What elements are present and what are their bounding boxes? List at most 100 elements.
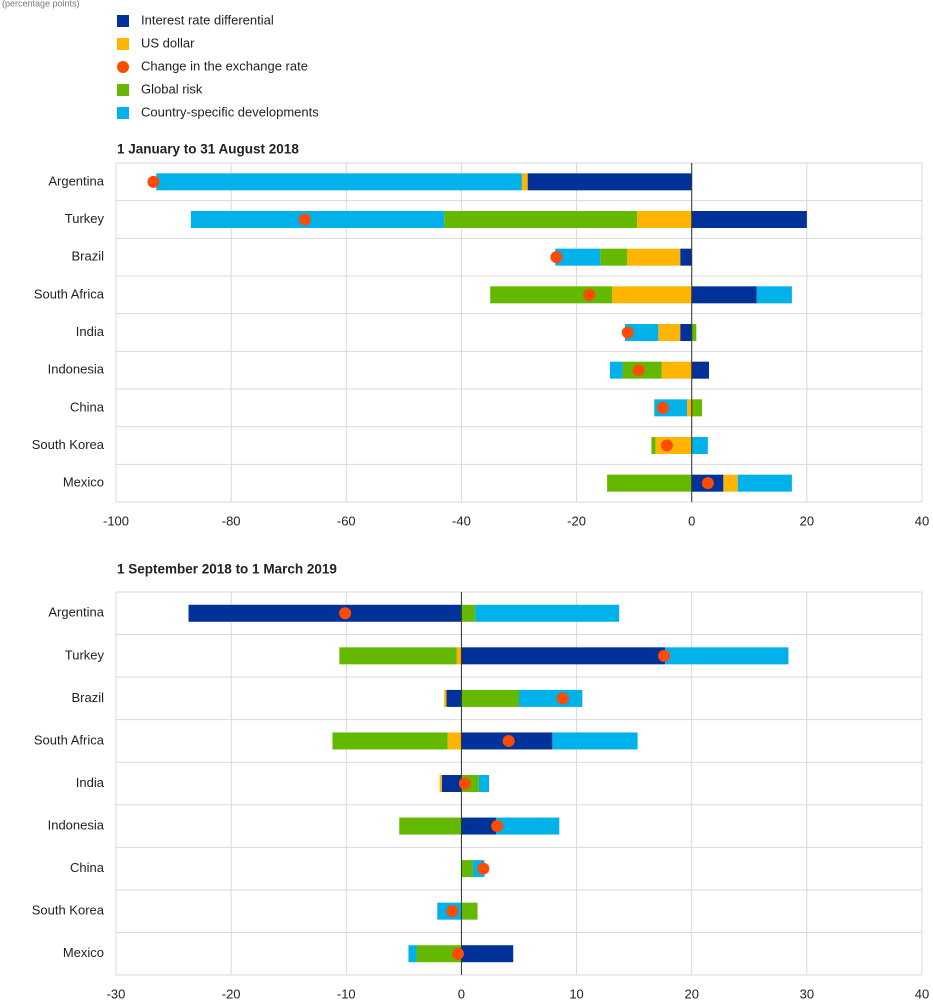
x-tick-label: 10 <box>569 986 583 1000</box>
x-tick-label: -20 <box>567 513 586 528</box>
bar-segment <box>555 248 601 266</box>
dot <box>477 862 490 875</box>
dot <box>701 477 714 490</box>
bar-segment <box>687 399 692 417</box>
bar-segment <box>661 361 692 379</box>
dot <box>656 401 669 414</box>
dot <box>621 326 634 339</box>
dot <box>550 251 563 264</box>
bar-segment <box>691 286 757 304</box>
dot <box>339 607 352 620</box>
bar-segment <box>490 286 613 304</box>
bar-segment <box>461 945 514 963</box>
bar-segment <box>691 361 709 379</box>
bar-segment <box>399 817 462 835</box>
legend-label: Change in the exchange rate <box>141 58 308 73</box>
bar-segment <box>416 945 462 963</box>
dot <box>147 175 160 188</box>
bar-segment <box>737 474 792 492</box>
dot <box>658 649 671 662</box>
x-tick-label: 0 <box>458 986 465 1000</box>
bar-segment <box>444 211 638 228</box>
bar-segment <box>756 286 792 304</box>
bar-segment <box>680 248 692 266</box>
category-label: China <box>70 399 105 414</box>
bar-segment <box>723 474 738 492</box>
bar-segment <box>461 689 519 707</box>
x-tick-label: 30 <box>800 986 814 1000</box>
bar-segment <box>600 248 628 266</box>
panel-title: 1 September 2018 to 1 March 2019 <box>117 562 337 577</box>
x-tick-label: -20 <box>222 986 241 1000</box>
legend-label: Interest rate differential <box>141 12 274 27</box>
x-tick-label: -40 <box>452 513 471 528</box>
bar-segment <box>446 689 462 707</box>
legend-marker <box>117 38 129 50</box>
legend-marker <box>117 107 129 119</box>
x-tick-label: 20 <box>684 986 698 1000</box>
x-tick-label: -30 <box>107 986 126 1000</box>
category-label: Indonesia <box>48 817 105 832</box>
category-label: Mexico <box>63 945 104 960</box>
x-tick-label: -10 <box>337 986 356 1000</box>
category-label: Argentina <box>48 173 104 188</box>
dot <box>556 692 569 705</box>
category-label: Mexico <box>63 475 104 490</box>
x-tick-label: -60 <box>337 513 356 528</box>
dot <box>583 288 596 301</box>
bar-segment <box>521 173 528 191</box>
x-tick-label: -80 <box>222 513 241 528</box>
bar-segment <box>658 324 681 341</box>
units-note: (percentage points) <box>2 0 80 8</box>
bar-segment <box>475 604 620 622</box>
dot <box>660 439 673 452</box>
dot <box>491 820 504 833</box>
legend-label: Country-specific developments <box>141 104 319 119</box>
category-label: Brazil <box>71 249 104 264</box>
bar-segment <box>478 775 490 792</box>
bar-segment <box>461 647 666 665</box>
bar-segment <box>655 437 692 454</box>
bar-segment <box>552 732 638 750</box>
bar-segment <box>691 399 703 417</box>
category-label: China <box>70 860 105 875</box>
dot <box>458 777 471 790</box>
category-label: India <box>76 324 105 339</box>
legend-label: US dollar <box>141 35 195 50</box>
bar-segment <box>439 775 442 792</box>
x-tick-label: 40 <box>915 513 929 528</box>
bar-segment <box>519 689 583 707</box>
bar-segment <box>607 474 692 492</box>
bar-segment <box>609 361 623 379</box>
category-label: India <box>76 775 105 790</box>
dot <box>502 734 515 747</box>
dot <box>451 947 464 960</box>
legend-marker <box>117 15 129 27</box>
category-label: South Africa <box>34 286 105 301</box>
bar-segment <box>456 647 462 665</box>
dot <box>298 213 311 226</box>
bar-segment <box>408 945 417 963</box>
category-label: Turkey <box>65 211 105 226</box>
bar-segment <box>461 902 478 920</box>
x-tick-label: -100 <box>103 513 129 528</box>
legend-marker <box>117 61 129 73</box>
bar-segment <box>156 173 522 191</box>
bar-segment <box>332 732 448 750</box>
bar-segment <box>461 604 476 622</box>
category-label: Turkey <box>65 647 105 662</box>
bar-segment <box>447 732 462 750</box>
bar-segment <box>624 324 659 341</box>
category-label: South Korea <box>32 437 105 452</box>
category-label: South Africa <box>34 732 105 747</box>
bar-segment <box>665 647 789 665</box>
dot <box>446 905 459 918</box>
category-label: Argentina <box>48 605 104 620</box>
bar-segment <box>495 817 560 835</box>
bar-segment <box>680 324 692 341</box>
bar-segment <box>691 437 708 454</box>
bar-segment <box>527 173 692 191</box>
dot <box>632 364 645 377</box>
